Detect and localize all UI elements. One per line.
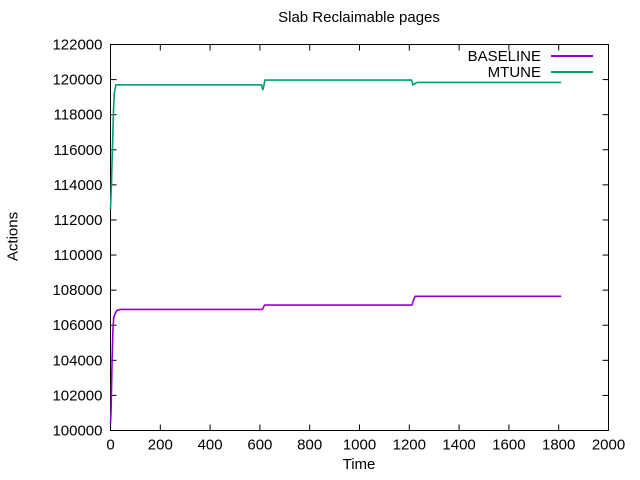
x-tick-label: 600 <box>247 437 272 454</box>
y-tick-label: 102000 <box>52 387 102 404</box>
series-line-baseline <box>109 295 562 424</box>
plot-frame <box>110 44 609 431</box>
y-tick-label: 104000 <box>52 352 102 369</box>
y-tick-label: 122000 <box>52 37 102 54</box>
legend: BASELINE MTUNE <box>467 47 593 81</box>
x-tick-label: 0 <box>106 437 114 454</box>
legend-line-sample-mtune <box>551 71 593 73</box>
legend-item-mtune: MTUNE <box>468 63 593 81</box>
x-tick-label: 400 <box>198 437 223 454</box>
x-tick-label: 200 <box>148 437 173 454</box>
y-tick-label: 112000 <box>54 212 103 229</box>
x-tick-label: 800 <box>297 437 322 454</box>
y-tick-label: 120000 <box>52 72 102 89</box>
series-line-mtune <box>109 79 562 210</box>
y-tick-label: 100000 <box>52 423 102 440</box>
x-tick-label: 1800 <box>542 437 575 454</box>
legend-item-baseline: BASELINE <box>467 47 593 65</box>
x-tick-label: 2000 <box>592 437 625 454</box>
x-tick-label: 1600 <box>492 437 525 454</box>
x-tick-label: 1400 <box>442 437 475 454</box>
chart-title: Slab Reclaimable pages <box>278 9 440 26</box>
y-axis-label: Actions <box>4 211 22 262</box>
x-axis-label: Time <box>342 456 376 473</box>
y-tick-label: 106000 <box>52 317 102 334</box>
y-tick-label: 118000 <box>54 107 103 124</box>
y-tick-label: 116000 <box>54 142 103 159</box>
legend-line-sample-baseline <box>551 55 593 57</box>
legend-label-baseline: BASELINE <box>467 47 541 65</box>
y-tick-label: 110000 <box>54 247 103 264</box>
y-tick-label: 114000 <box>54 177 103 194</box>
x-tick-label: 1000 <box>343 437 376 454</box>
y-tick-label: 108000 <box>52 282 102 299</box>
legend-label-mtune: MTUNE <box>487 63 541 81</box>
x-tick-label: 1200 <box>393 437 426 454</box>
